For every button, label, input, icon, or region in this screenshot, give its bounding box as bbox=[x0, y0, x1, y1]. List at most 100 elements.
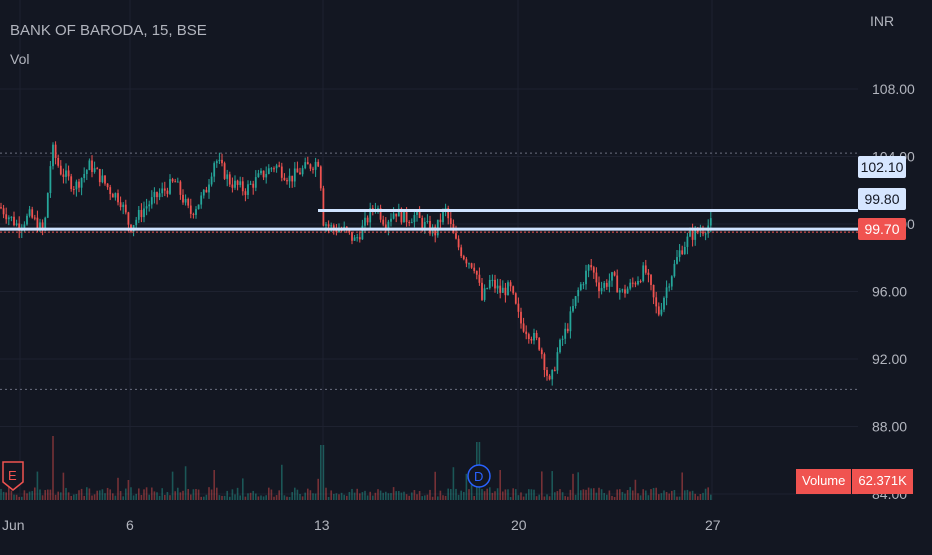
candle-body-113 bbox=[293, 168, 296, 182]
candle-body-58 bbox=[150, 197, 153, 205]
volume-bar-206 bbox=[535, 496, 538, 500]
candle-body-257 bbox=[668, 286, 671, 288]
volume-bar-235 bbox=[611, 495, 613, 500]
candle-body-76 bbox=[197, 204, 200, 210]
candle-body-49 bbox=[127, 212, 130, 225]
volume-bar-73 bbox=[190, 494, 192, 500]
indicator-label[interactable]: Vol bbox=[10, 51, 30, 67]
volume-bar-92 bbox=[239, 495, 241, 500]
volume-bar-103 bbox=[268, 487, 270, 500]
candle-body-258 bbox=[670, 276, 673, 287]
volume-bar-85 bbox=[221, 495, 223, 500]
candle-body-271 bbox=[704, 233, 707, 235]
candle-body-184 bbox=[478, 274, 481, 283]
volume-bar-24 bbox=[62, 472, 65, 500]
candle-body-106 bbox=[275, 165, 278, 169]
volume-bar-8 bbox=[21, 496, 23, 500]
candle-body-94 bbox=[244, 191, 247, 195]
candle-body-91 bbox=[236, 180, 239, 185]
candle-body-122 bbox=[317, 161, 320, 167]
candle-body-59 bbox=[153, 192, 156, 198]
candle-body-251 bbox=[652, 284, 655, 298]
volume-bar-236 bbox=[613, 496, 616, 500]
volume-bar-264 bbox=[686, 489, 689, 500]
candle-body-163 bbox=[423, 221, 426, 228]
volume-bar-171 bbox=[444, 495, 447, 500]
candle-body-138 bbox=[358, 237, 361, 240]
volume-bar-47 bbox=[122, 496, 124, 500]
dividend-marker-label: D bbox=[474, 469, 483, 484]
candle-body-70 bbox=[182, 194, 184, 203]
volume-bar-167 bbox=[434, 471, 436, 500]
volume-bar-126 bbox=[327, 496, 330, 500]
candle-body-209 bbox=[543, 354, 546, 371]
volume-bar-98 bbox=[255, 493, 257, 500]
candle-body-86 bbox=[223, 163, 226, 179]
volume-bar-111 bbox=[288, 496, 291, 500]
candle-body-168 bbox=[436, 219, 439, 236]
y-tick-label-3: 96.00 bbox=[872, 284, 907, 300]
candle-body-89 bbox=[231, 184, 234, 188]
candle-body-176 bbox=[457, 238, 460, 248]
volume-bar-241 bbox=[626, 490, 629, 500]
candle-body-109 bbox=[283, 177, 286, 181]
volume-bar-175 bbox=[455, 488, 457, 500]
volume-bar-257 bbox=[668, 493, 670, 500]
volume-bar-210 bbox=[546, 494, 548, 500]
volume-bar-69 bbox=[179, 492, 182, 500]
candle-body-56 bbox=[145, 206, 148, 209]
volume-bar-128 bbox=[333, 493, 335, 500]
volume-bar-161 bbox=[418, 491, 421, 500]
volume-bar-36 bbox=[93, 494, 96, 500]
candle-body-149 bbox=[387, 221, 390, 229]
volume-bar-2 bbox=[5, 492, 7, 500]
candle-body-43 bbox=[111, 194, 114, 198]
volume-bar-114 bbox=[296, 489, 299, 500]
x-tick-label-1: 6 bbox=[126, 517, 134, 533]
volume-bar-5 bbox=[13, 494, 15, 500]
volume-bar-259 bbox=[673, 490, 676, 500]
volume-bar-176 bbox=[457, 494, 460, 500]
volume-bar-162 bbox=[421, 496, 423, 500]
candle-body-261 bbox=[678, 250, 681, 258]
volume-bar-48 bbox=[125, 488, 127, 500]
volume-bar-106 bbox=[275, 495, 278, 500]
volume-bar-197 bbox=[512, 488, 514, 500]
volume-bar-50 bbox=[130, 487, 132, 500]
candle-body-7 bbox=[18, 223, 21, 231]
volume-bar-31 bbox=[80, 488, 83, 500]
candle-body-115 bbox=[299, 172, 301, 175]
candle-body-108 bbox=[280, 166, 283, 178]
candle-body-208 bbox=[540, 349, 543, 355]
candle-body-249 bbox=[647, 272, 650, 275]
volume-bar-271 bbox=[704, 488, 707, 500]
volume-bar-86 bbox=[223, 495, 226, 500]
candle-body-193 bbox=[501, 287, 504, 293]
volume-bar-139 bbox=[361, 492, 364, 500]
candle-body-156 bbox=[405, 211, 408, 223]
volume-bar-243 bbox=[632, 490, 634, 500]
candle-body-42 bbox=[109, 187, 112, 195]
volume-bars bbox=[0, 436, 712, 500]
volume-bar-132 bbox=[343, 494, 345, 500]
candle-body-121 bbox=[314, 161, 317, 170]
candle-body-206 bbox=[535, 332, 538, 338]
symbol-title[interactable]: BANK OF BARODA, 15, BSE bbox=[10, 22, 207, 39]
candle-body-37 bbox=[96, 168, 99, 170]
candle-body-16 bbox=[41, 222, 44, 230]
volume-bar-40 bbox=[104, 493, 106, 500]
candle-body-47 bbox=[122, 204, 125, 208]
candle-body-125 bbox=[325, 224, 327, 226]
candle-body-21 bbox=[54, 144, 57, 158]
volume-bar-147 bbox=[382, 492, 384, 500]
candle-body-262 bbox=[681, 250, 684, 255]
volume-bar-237 bbox=[616, 489, 618, 500]
volume-bar-215 bbox=[559, 489, 561, 500]
volume-bar-37 bbox=[96, 490, 98, 500]
candle-body-179 bbox=[465, 259, 468, 264]
volume-bar-109 bbox=[283, 495, 286, 500]
volume-bar-142 bbox=[369, 491, 371, 500]
candle-body-26 bbox=[67, 170, 70, 177]
candle-body-259 bbox=[673, 263, 676, 277]
